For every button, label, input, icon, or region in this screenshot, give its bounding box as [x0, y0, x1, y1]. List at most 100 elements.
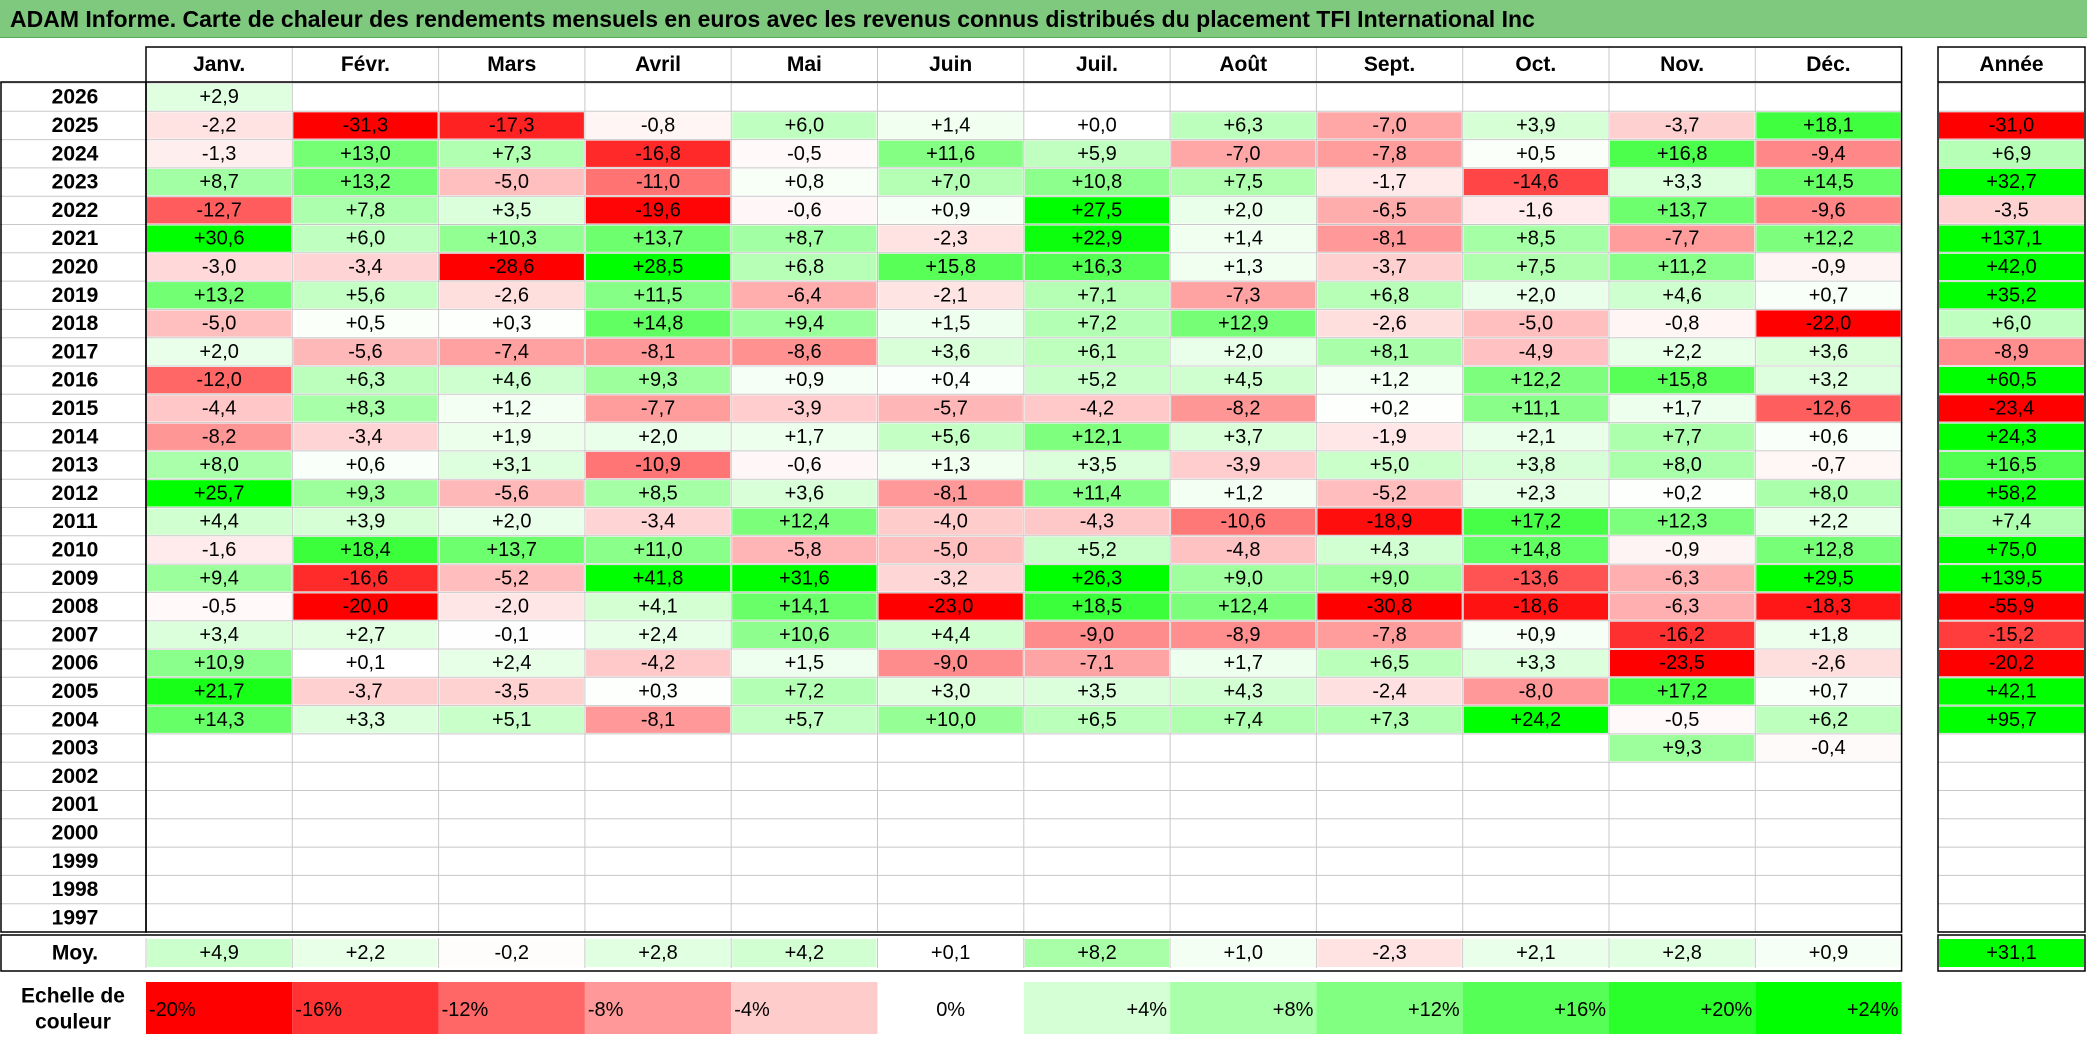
heatmap-cell — [1610, 338, 1755, 365]
heatmap-cell — [732, 706, 877, 733]
cell-value: -4,4 — [202, 397, 236, 419]
heatmap-cell — [1610, 310, 1755, 337]
cell-value: +4,6 — [492, 369, 531, 391]
cell-value: -4,3 — [1080, 511, 1114, 533]
cell-value: -9,0 — [1080, 624, 1114, 646]
heatmap-cell — [439, 678, 584, 705]
cell-value: +8,0 — [199, 454, 238, 476]
cell-value: -8,6 — [787, 341, 821, 363]
heatmap-cell — [1317, 253, 1462, 281]
heatmap-cell — [293, 310, 438, 337]
heatmap-cell — [878, 536, 1023, 564]
heatmap-cell — [293, 423, 438, 450]
cell-value: -23,0 — [928, 596, 974, 618]
cell-value: -4,2 — [641, 652, 675, 674]
month-header: Mai — [787, 53, 822, 76]
heatmap-cell — [1171, 395, 1316, 422]
cell-value: +1,3 — [931, 454, 970, 476]
scale-label-line1: Echelle de — [21, 985, 125, 1008]
average-cell — [1756, 939, 1901, 967]
cell-value: -0,9 — [1811, 256, 1845, 278]
cell-value: +2,0 — [1224, 341, 1263, 363]
annual-value: -3,5 — [1994, 199, 2028, 221]
cell-value: +4,3 — [1224, 680, 1263, 702]
heatmap-cell — [585, 395, 731, 422]
cell-value: +14,5 — [1803, 171, 1854, 193]
month-header: Janv. — [193, 53, 245, 76]
heatmap-cell — [1610, 621, 1755, 648]
cell-value: +2,0 — [199, 341, 238, 363]
heatmap-cell — [1756, 536, 1901, 564]
heatmap-cell — [293, 112, 438, 139]
heatmap-cell — [1024, 423, 1170, 450]
heatmap-cell — [293, 140, 438, 167]
cell-value: +5,2 — [1077, 539, 1116, 561]
cell-value: +12,4 — [1218, 596, 1269, 618]
annual-cell — [1939, 112, 2084, 139]
heatmap-cell — [732, 508, 877, 535]
heatmap-cell — [1024, 536, 1170, 564]
cell-value: -3,7 — [1372, 256, 1406, 278]
heatmap-cell — [1756, 565, 1901, 592]
cell-value: +1,2 — [1224, 482, 1263, 504]
cell-value: +9,3 — [346, 482, 385, 504]
cell-value: +4,3 — [1370, 539, 1409, 561]
cell-value: +0,6 — [1809, 426, 1848, 448]
cell-value: +18,1 — [1803, 114, 1854, 136]
heatmap-cell — [585, 282, 731, 309]
annual-cell — [1939, 565, 2084, 592]
heatmap-cell — [1317, 593, 1462, 620]
heatmap-cell — [585, 650, 731, 677]
heatmap-cell — [585, 253, 731, 281]
heatmap-cell — [1317, 480, 1462, 507]
heatmap-cell — [293, 565, 438, 592]
cell-value: +12,3 — [1657, 511, 1708, 533]
month-header: Mars — [487, 53, 536, 76]
annual-value: +32,7 — [1986, 171, 2037, 193]
cell-value: -3,7 — [348, 680, 382, 702]
year-label: 2022 — [52, 199, 99, 222]
month-header: Févr. — [341, 53, 390, 76]
heatmap-cell — [1756, 508, 1901, 535]
cell-value: +11,1 — [1511, 397, 1560, 419]
cell-value: +28,5 — [633, 256, 684, 278]
heatmap-cell — [439, 225, 584, 252]
year-label: 2016 — [52, 369, 99, 392]
cell-value: +4,4 — [931, 624, 970, 646]
heatmap-cell — [293, 508, 438, 535]
heatmap-cell — [1171, 140, 1316, 167]
heatmap-cell — [878, 480, 1023, 507]
cell-value: +3,6 — [931, 341, 970, 363]
cell-value: +9,3 — [1662, 737, 1701, 759]
heatmap-cell — [1317, 423, 1462, 450]
cell-value: -19,6 — [635, 199, 681, 221]
scale-swatch — [1755, 982, 1902, 1034]
year-label: 2013 — [52, 454, 99, 477]
heatmap-cell — [1171, 282, 1316, 309]
heatmap-cell — [1756, 395, 1901, 422]
cell-value: +3,6 — [1809, 341, 1848, 363]
cell-value: +30,6 — [194, 228, 245, 250]
cell-value: +7,3 — [1370, 709, 1409, 731]
heatmap-cell — [1610, 706, 1755, 733]
cell-value: -3,2 — [933, 567, 967, 589]
heatmap-cell — [1171, 565, 1316, 592]
cell-value: +1,3 — [1224, 256, 1263, 278]
annual-value: +6,9 — [1992, 143, 2031, 165]
cell-value: +1,7 — [1224, 652, 1263, 674]
cell-value: +5,7 — [785, 709, 824, 731]
average-value: -2,3 — [1372, 942, 1406, 964]
annual-cell — [1939, 282, 2084, 309]
heatmap-cell — [1610, 508, 1755, 535]
heatmap-cell — [878, 621, 1023, 648]
cell-value: -0,8 — [1665, 313, 1699, 335]
cell-value: -14,6 — [1513, 171, 1559, 193]
annual-value: +139,5 — [1981, 567, 2043, 589]
heatmap-cell — [293, 678, 438, 705]
scale-swatch — [877, 982, 1024, 1034]
heatmap-cell — [147, 423, 292, 450]
cell-value: +7,5 — [1516, 256, 1555, 278]
heatmap-cell — [293, 451, 438, 479]
cell-value: +6,8 — [1370, 284, 1409, 306]
cell-value: +13,7 — [486, 539, 537, 561]
